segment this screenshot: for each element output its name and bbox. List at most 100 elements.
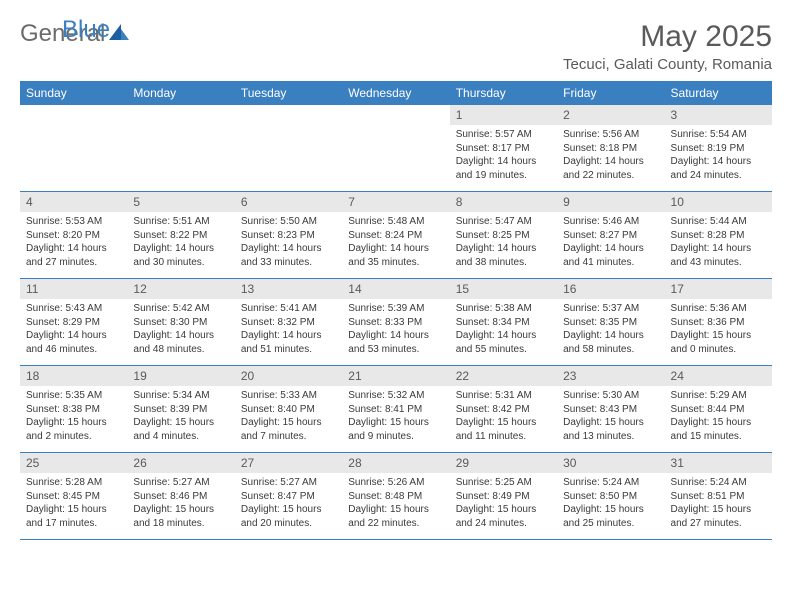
sunrise-text: Sunrise: 5:37 AM (563, 302, 658, 316)
sunset-text: Sunset: 8:24 PM (348, 229, 443, 243)
calendar-cell: 26Sunrise: 5:27 AMSunset: 8:46 PMDayligh… (127, 453, 234, 540)
day-number: 26 (127, 453, 234, 473)
day-number: 14 (342, 279, 449, 299)
day-number: 12 (127, 279, 234, 299)
day-header: Wednesday (342, 81, 449, 105)
day-number: 5 (127, 192, 234, 212)
calendar-cell: 2Sunrise: 5:56 AMSunset: 8:18 PMDaylight… (557, 105, 664, 192)
sunrise-text: Sunrise: 5:54 AM (671, 128, 766, 142)
day-content: Sunrise: 5:48 AMSunset: 8:24 PMDaylight:… (342, 212, 449, 272)
daylight-text: Daylight: 14 hours and 38 minutes. (456, 242, 551, 269)
day-number: 22 (450, 366, 557, 386)
sunrise-text: Sunrise: 5:31 AM (456, 389, 551, 403)
day-number: 2 (557, 105, 664, 125)
day-number: 25 (20, 453, 127, 473)
sunset-text: Sunset: 8:27 PM (563, 229, 658, 243)
calendar-cell: 22Sunrise: 5:31 AMSunset: 8:42 PMDayligh… (450, 366, 557, 453)
calendar-cell: 7Sunrise: 5:48 AMSunset: 8:24 PMDaylight… (342, 192, 449, 279)
sunrise-text: Sunrise: 5:46 AM (563, 215, 658, 229)
calendar-cell: 25Sunrise: 5:28 AMSunset: 8:45 PMDayligh… (20, 453, 127, 540)
month-title: May 2025 (563, 20, 772, 54)
day-content: Sunrise: 5:27 AMSunset: 8:46 PMDaylight:… (127, 473, 234, 533)
daylight-text: Daylight: 15 hours and 4 minutes. (133, 416, 228, 443)
calendar-cell: 5Sunrise: 5:51 AMSunset: 8:22 PMDaylight… (127, 192, 234, 279)
day-content: Sunrise: 5:33 AMSunset: 8:40 PMDaylight:… (235, 386, 342, 446)
sunrise-text: Sunrise: 5:28 AM (26, 476, 121, 490)
calendar-cell: . (342, 105, 449, 192)
sunset-text: Sunset: 8:47 PM (241, 490, 336, 504)
sunrise-text: Sunrise: 5:32 AM (348, 389, 443, 403)
day-number: 20 (235, 366, 342, 386)
day-content: Sunrise: 5:37 AMSunset: 8:35 PMDaylight:… (557, 299, 664, 359)
sunset-text: Sunset: 8:23 PM (241, 229, 336, 243)
day-content: Sunrise: 5:50 AMSunset: 8:23 PMDaylight:… (235, 212, 342, 272)
day-number: 17 (665, 279, 772, 299)
day-content: Sunrise: 5:35 AMSunset: 8:38 PMDaylight:… (20, 386, 127, 446)
sunrise-text: Sunrise: 5:35 AM (26, 389, 121, 403)
calendar-cell: 30Sunrise: 5:24 AMSunset: 8:50 PMDayligh… (557, 453, 664, 540)
day-content: Sunrise: 5:27 AMSunset: 8:47 PMDaylight:… (235, 473, 342, 533)
day-content: Sunrise: 5:38 AMSunset: 8:34 PMDaylight:… (450, 299, 557, 359)
sunset-text: Sunset: 8:18 PM (563, 142, 658, 156)
day-header: Monday (127, 81, 234, 105)
sunset-text: Sunset: 8:41 PM (348, 403, 443, 417)
sunrise-text: Sunrise: 5:38 AM (456, 302, 551, 316)
daylight-text: Daylight: 14 hours and 22 minutes. (563, 155, 658, 182)
day-content: Sunrise: 5:53 AMSunset: 8:20 PMDaylight:… (20, 212, 127, 272)
sunrise-text: Sunrise: 5:39 AM (348, 302, 443, 316)
sunset-text: Sunset: 8:25 PM (456, 229, 551, 243)
day-content: Sunrise: 5:29 AMSunset: 8:44 PMDaylight:… (665, 386, 772, 446)
calendar-cell: 23Sunrise: 5:30 AMSunset: 8:43 PMDayligh… (557, 366, 664, 453)
sunrise-text: Sunrise: 5:29 AM (671, 389, 766, 403)
calendar-cell: 12 Sunrise: 5:42 AMSunset: 8:30 PMDayligh… (127, 279, 234, 366)
logo-text-blue: Blue (62, 16, 110, 44)
sunrise-text: Sunrise: 5:34 AM (133, 389, 228, 403)
day-number: 28 (342, 453, 449, 473)
day-content: Sunrise: 5:30 AMSunset: 8:43 PMDaylight:… (557, 386, 664, 446)
day-content: Sunrise: 5:26 AMSunset: 8:48 PMDaylight:… (342, 473, 449, 533)
sunrise-text: Sunrise: 5:27 AM (241, 476, 336, 490)
sunset-text: Sunset: 8:46 PM (133, 490, 228, 504)
daylight-text: Daylight: 14 hours and 48 minutes. (133, 329, 228, 356)
calendar-cell: . (20, 105, 127, 192)
day-number: 19 (127, 366, 234, 386)
sunrise-text: Sunrise: 5:33 AM (241, 389, 336, 403)
calendar-cell: 10Sunrise: 5:44 AMSunset: 8:28 PMDayligh… (665, 192, 772, 279)
sunset-text: Sunset: 8:39 PM (133, 403, 228, 417)
day-number: 10 (665, 192, 772, 212)
day-number: 6 (235, 192, 342, 212)
sunrise-text: Sunrise: 5:24 AM (563, 476, 658, 490)
calendar-cell: 1Sunrise: 5:57 AMSunset: 8:17 PMDaylight… (450, 105, 557, 192)
sunset-text: Sunset: 8:49 PM (456, 490, 551, 504)
sunrise-text: Sunrise: 5:48 AM (348, 215, 443, 229)
day-content: Sunrise: 5:54 AMSunset: 8:19 PMDaylight:… (665, 125, 772, 185)
daylight-text: Daylight: 14 hours and 19 minutes. (456, 155, 551, 182)
daylight-text: Daylight: 14 hours and 43 minutes. (671, 242, 766, 269)
sunset-text: Sunset: 8:30 PM (133, 316, 228, 330)
calendar-cell: 9Sunrise: 5:46 AMSunset: 8:27 PMDaylight… (557, 192, 664, 279)
daylight-text: Daylight: 15 hours and 11 minutes. (456, 416, 551, 443)
sunset-text: Sunset: 8:50 PM (563, 490, 658, 504)
calendar-cell: 20Sunrise: 5:33 AMSunset: 8:40 PMDayligh… (235, 366, 342, 453)
day-header: Friday (557, 81, 664, 105)
logo-triangle-icon (109, 24, 129, 45)
sunrise-text: Sunrise: 5:41 AM (241, 302, 336, 316)
daylight-text: Daylight: 14 hours and 46 minutes. (26, 329, 121, 356)
day-number: 16 (557, 279, 664, 299)
sunset-text: Sunset: 8:43 PM (563, 403, 658, 417)
daylight-text: Daylight: 15 hours and 13 minutes. (563, 416, 658, 443)
sunset-text: Sunset: 8:20 PM (26, 229, 121, 243)
day-content: Sunrise: 5:31 AMSunset: 8:42 PMDaylight:… (450, 386, 557, 446)
daylight-text: Daylight: 14 hours and 51 minutes. (241, 329, 336, 356)
sunset-text: Sunset: 8:22 PM (133, 229, 228, 243)
calendar-cell: 13Sunrise: 5:41 AMSunset: 8:32 PMDayligh… (235, 279, 342, 366)
day-content: Sunrise: 5:24 AMSunset: 8:51 PMDaylight:… (665, 473, 772, 533)
sunrise-text: Sunrise: 5:25 AM (456, 476, 551, 490)
daylight-text: Daylight: 15 hours and 9 minutes. (348, 416, 443, 443)
day-header-row: Sunday Monday Tuesday Wednesday Thursday… (20, 81, 772, 105)
day-content: Sunrise: 5:28 AMSunset: 8:45 PMDaylight:… (20, 473, 127, 533)
day-number: 4 (20, 192, 127, 212)
daylight-text: Daylight: 15 hours and 18 minutes. (133, 503, 228, 530)
daylight-text: Daylight: 15 hours and 27 minutes. (671, 503, 766, 530)
sunrise-text: Sunrise: 5:42 AM (133, 302, 228, 316)
